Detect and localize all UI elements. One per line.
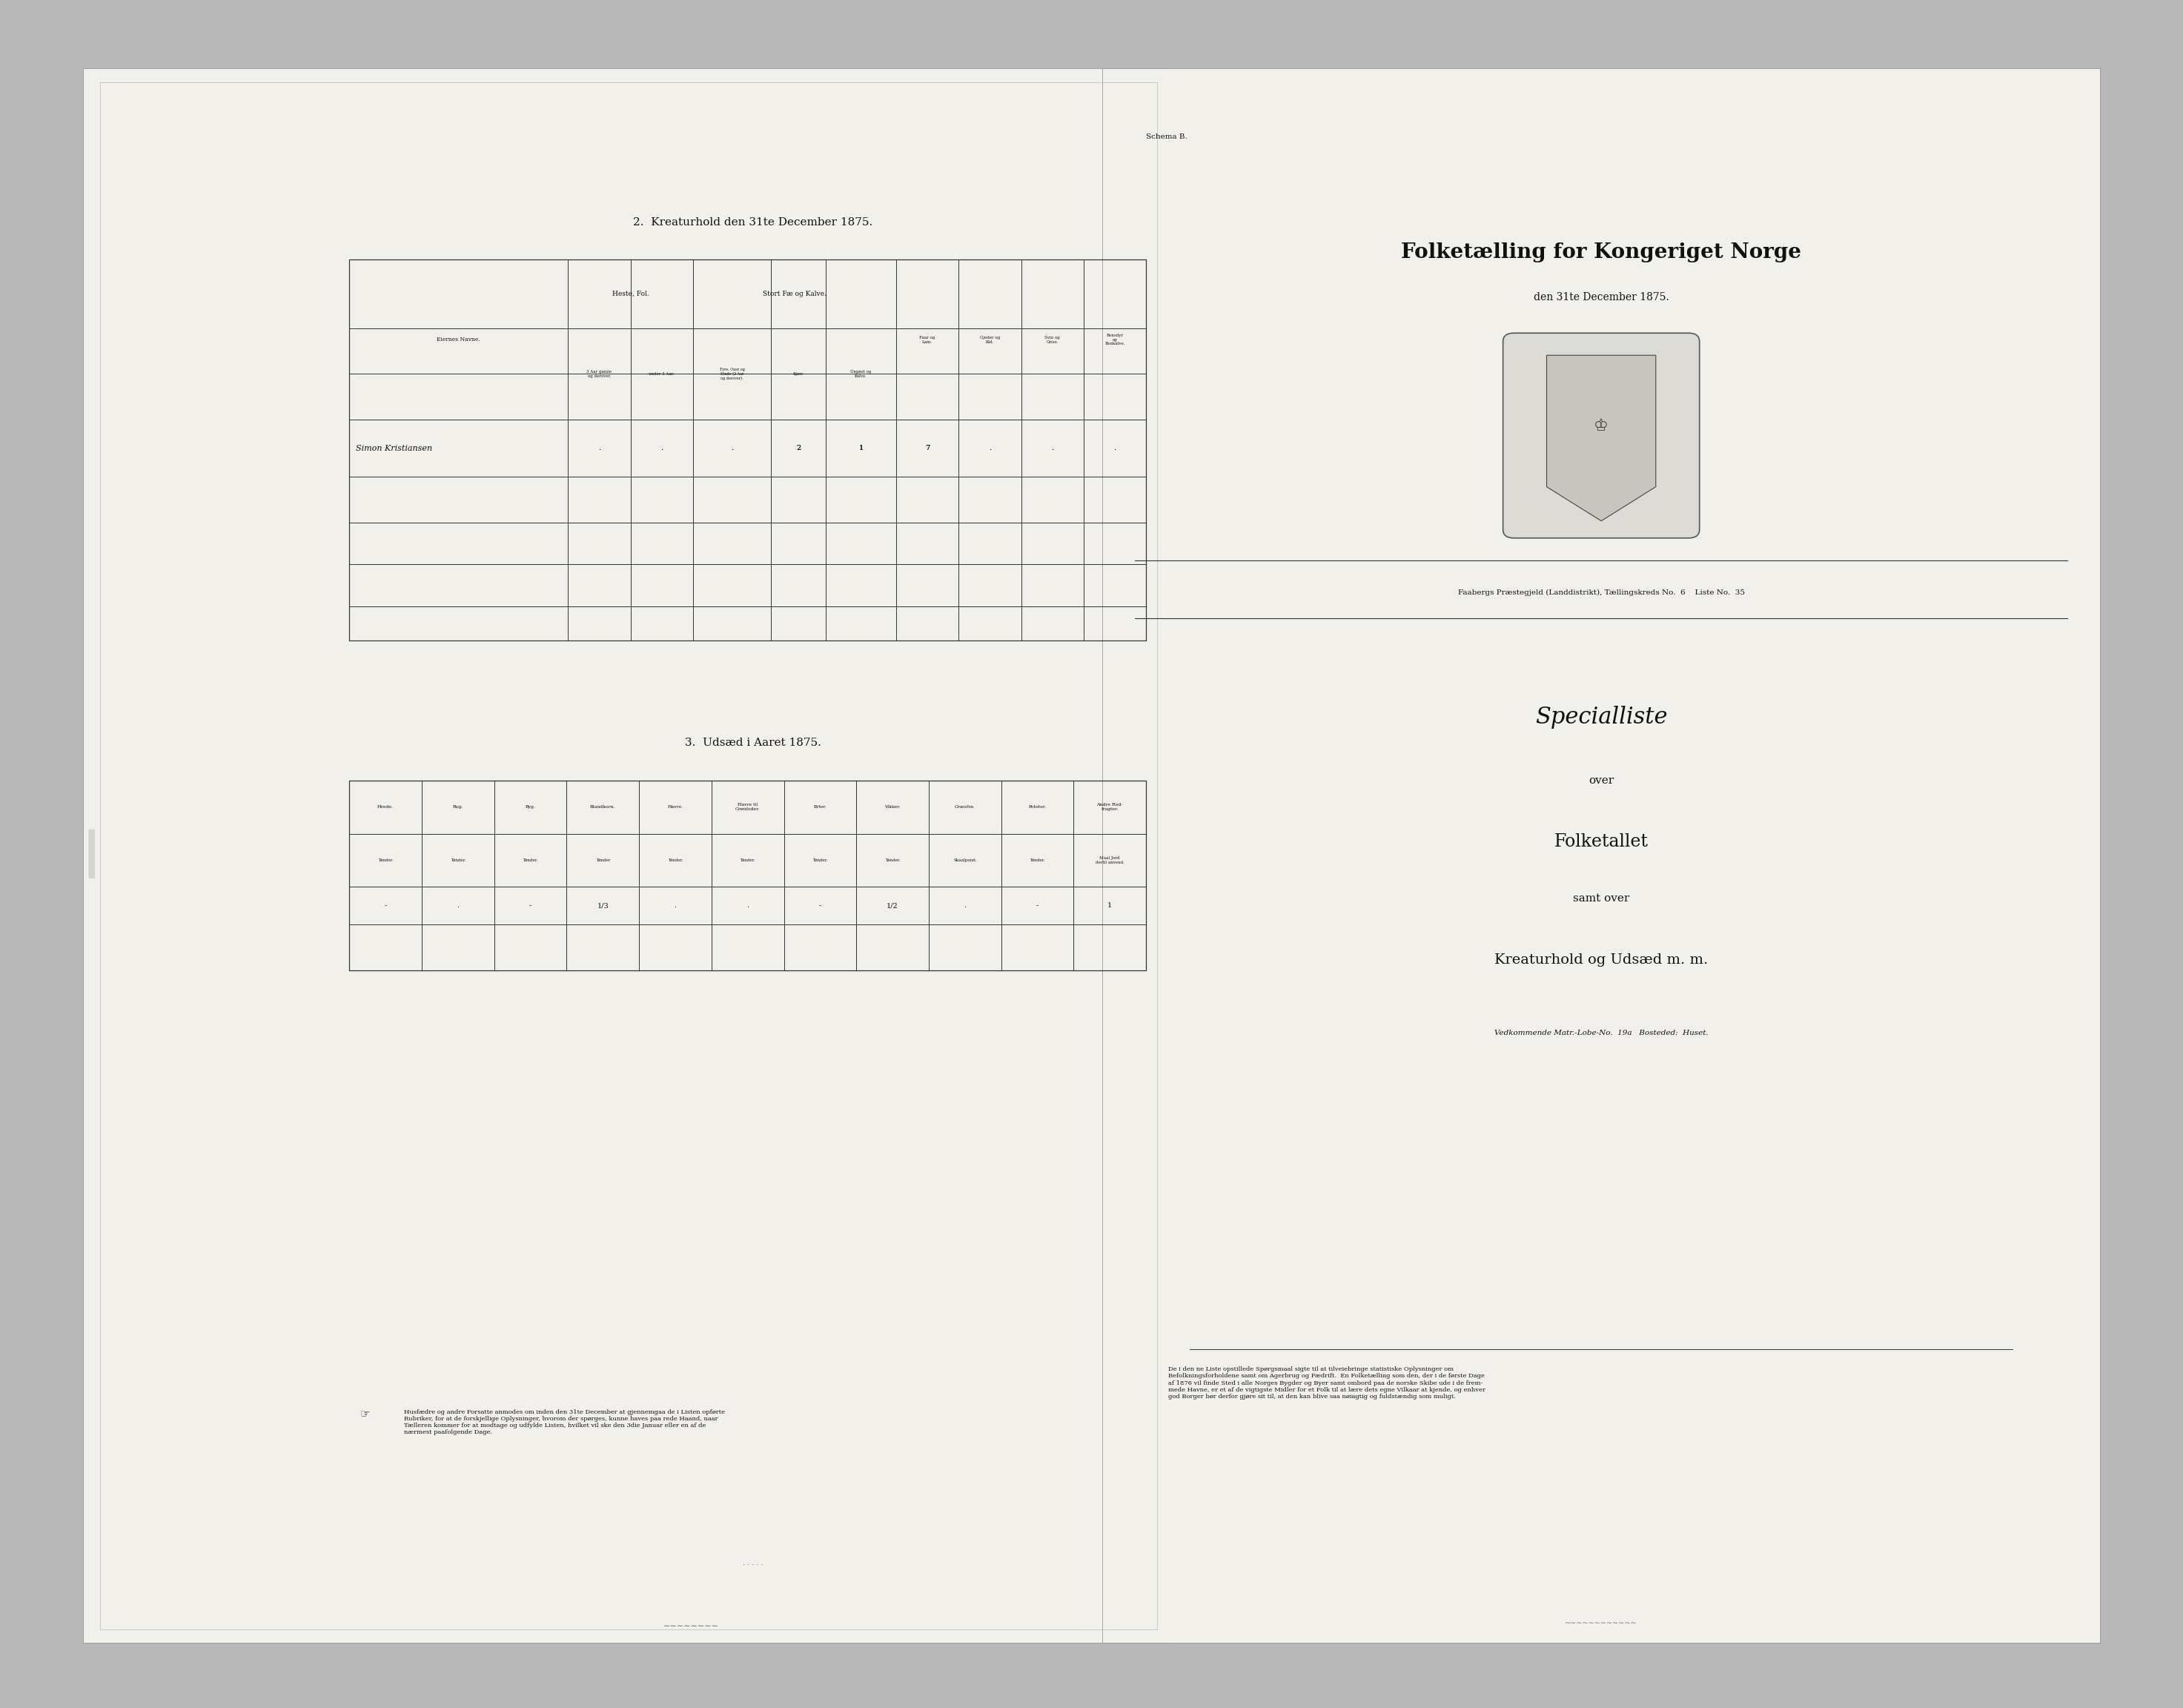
Text: Gjeder og
Kid.: Gjeder og Kid. bbox=[980, 335, 1000, 343]
Text: Skaalpund.: Skaalpund. bbox=[954, 859, 976, 863]
Text: Eiernes Navne.: Eiernes Navne. bbox=[437, 336, 480, 343]
Text: Rug.: Rug. bbox=[452, 804, 463, 810]
Text: under 3 Aar.: under 3 Aar. bbox=[648, 372, 675, 376]
Text: Ungnet og
Kalve.: Ungnet og Kalve. bbox=[851, 371, 871, 377]
Text: Tønder.: Tønder. bbox=[668, 859, 683, 863]
Text: Hvede.: Hvede. bbox=[378, 804, 393, 810]
Text: 7: 7 bbox=[926, 444, 930, 451]
Text: .: . bbox=[747, 902, 749, 909]
Text: .: . bbox=[1113, 444, 1116, 451]
Text: 1/3: 1/3 bbox=[596, 902, 609, 909]
Text: ┃: ┃ bbox=[79, 830, 105, 878]
Text: .: . bbox=[1113, 444, 1116, 451]
Text: Folketælling for Kongeriget Norge: Folketælling for Kongeriget Norge bbox=[1401, 243, 1801, 263]
Text: .: . bbox=[456, 902, 458, 909]
Text: Byg.: Byg. bbox=[526, 804, 535, 810]
Text: Tønder.: Tønder. bbox=[812, 859, 827, 863]
Text: .: . bbox=[965, 902, 967, 909]
Text: Svin og
Grise.: Svin og Grise. bbox=[1046, 335, 1061, 343]
Text: ∼∼∼∼∼∼∼∼∼∼∼∼: ∼∼∼∼∼∼∼∼∼∼∼∼ bbox=[1565, 1619, 1637, 1626]
Text: Tønder.: Tønder. bbox=[522, 859, 537, 863]
Text: 7: 7 bbox=[926, 444, 930, 451]
Text: Faabergs Præstegjeld (Landdistrikt), Tællingskreds No.  6    Liste No.  35: Faabergs Præstegjeld (Landdistrikt), Tæl… bbox=[1458, 589, 1744, 596]
Polygon shape bbox=[1548, 355, 1657, 521]
Text: Tyre, Oxer og
Stude (2 Aar
og derover).: Tyre, Oxer og Stude (2 Aar og derover). bbox=[720, 367, 744, 381]
Text: Rensdyr
og
Renkalve.: Rensdyr og Renkalve. bbox=[1105, 333, 1124, 345]
Text: Husfædre og andre Forsatte anmodes om inden den 31te December at gjennemgaa de i: Husfædre og andre Forsatte anmodes om in… bbox=[404, 1409, 725, 1435]
Text: over: over bbox=[1589, 775, 1613, 786]
Bar bbox=[83, 68, 1168, 1643]
Text: .: . bbox=[1052, 444, 1054, 451]
Text: Vedkommende Matr.-Lobe-No.  19a   Bosteded:  Huset.: Vedkommende Matr.-Lobe-No. 19a Bosteded:… bbox=[1493, 1030, 1709, 1037]
Text: 3.  Udsæd i Aaret 1875.: 3. Udsæd i Aaret 1875. bbox=[685, 738, 821, 748]
Text: -: - bbox=[819, 902, 821, 909]
Text: Tønder.: Tønder. bbox=[884, 859, 899, 863]
Text: Havre.: Havre. bbox=[668, 804, 683, 810]
Text: -: - bbox=[384, 902, 386, 909]
Text: .: . bbox=[675, 902, 677, 909]
Text: 2: 2 bbox=[797, 444, 801, 451]
Text: 3 Aar gamle
og derover.: 3 Aar gamle og derover. bbox=[587, 371, 611, 377]
Text: Tønder.: Tønder. bbox=[1030, 859, 1046, 863]
Text: -: - bbox=[1037, 902, 1039, 909]
Text: Tønder: Tønder bbox=[596, 859, 609, 863]
Text: .: . bbox=[731, 444, 733, 451]
Bar bbox=[349, 781, 1146, 970]
Text: den 31te December 1875.: den 31te December 1875. bbox=[1532, 292, 1670, 302]
Text: Andre Rod-
frugter.: Andre Rod- frugter. bbox=[1096, 803, 1122, 811]
Text: De i den ne Liste opstillede Spørgsmaal sigte til at tilveiebringe statistiske O: De i den ne Liste opstillede Spørgsmaal … bbox=[1168, 1366, 1484, 1399]
FancyBboxPatch shape bbox=[1502, 333, 1698, 538]
Text: . . . . .: . . . . . bbox=[742, 1559, 764, 1566]
Text: Vikker.: Vikker. bbox=[884, 804, 902, 810]
Text: Stort Fæ og Kalve.: Stort Fæ og Kalve. bbox=[762, 290, 827, 297]
Text: ♔: ♔ bbox=[1594, 418, 1609, 434]
Text: Faar og
Lam.: Faar og Lam. bbox=[919, 335, 934, 343]
Text: Folketallet: Folketallet bbox=[1554, 834, 1648, 851]
Text: Maal Jord
dertil anvend.: Maal Jord dertil anvend. bbox=[1096, 856, 1124, 864]
Text: Specialliste: Specialliste bbox=[1535, 705, 1668, 729]
Text: .: . bbox=[661, 444, 664, 451]
Text: 1: 1 bbox=[858, 444, 862, 451]
Text: samt over: samt over bbox=[1574, 893, 1629, 904]
Text: Tønder.: Tønder. bbox=[740, 859, 755, 863]
Bar bbox=[349, 260, 1146, 640]
Text: Tønder.: Tønder. bbox=[450, 859, 465, 863]
Text: .: . bbox=[598, 444, 600, 451]
Text: Erter.: Erter. bbox=[814, 804, 827, 810]
Text: Schema B.: Schema B. bbox=[1146, 133, 1188, 140]
Text: 2.  Kreaturhold den 31te December 1875.: 2. Kreaturhold den 31te December 1875. bbox=[633, 217, 873, 227]
Text: Græsfrø.: Græsfrø. bbox=[954, 804, 976, 810]
Text: Blandkorn.: Blandkorn. bbox=[589, 804, 616, 810]
Bar bbox=[1102, 68, 2100, 1643]
Text: Tønder.: Tønder. bbox=[378, 859, 393, 863]
Text: Heste, Fol.: Heste, Fol. bbox=[611, 290, 648, 297]
Text: 1: 1 bbox=[858, 444, 862, 451]
Text: Kjær.: Kjær. bbox=[792, 372, 803, 376]
Text: 1: 1 bbox=[1107, 902, 1111, 909]
Text: .: . bbox=[1052, 444, 1054, 451]
Text: -: - bbox=[528, 902, 533, 909]
Text: Havre til
Grønfoder.: Havre til Grønfoder. bbox=[736, 803, 760, 811]
Text: 1/2: 1/2 bbox=[886, 902, 899, 909]
Text: ∼∼∼∼∼∼∼∼: ∼∼∼∼∼∼∼∼ bbox=[664, 1623, 718, 1629]
Text: .: . bbox=[661, 444, 664, 451]
Text: 2: 2 bbox=[797, 444, 801, 451]
Text: .: . bbox=[989, 444, 991, 451]
Text: .: . bbox=[598, 444, 600, 451]
Text: Poteter.: Poteter. bbox=[1028, 804, 1046, 810]
Text: ☞: ☞ bbox=[360, 1409, 371, 1421]
Text: Simon Kristiansen: Simon Kristiansen bbox=[356, 444, 432, 453]
Text: Kreaturhold og Udsæd m. m.: Kreaturhold og Udsæd m. m. bbox=[1495, 953, 1707, 967]
Text: .: . bbox=[989, 444, 991, 451]
Text: .: . bbox=[731, 444, 733, 451]
